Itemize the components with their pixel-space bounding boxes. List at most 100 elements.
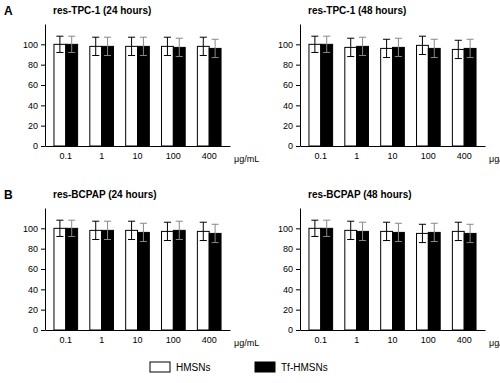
x-axis: 0.1110100400	[301, 330, 486, 345]
tick: 80	[28, 244, 45, 254]
tick-mark	[296, 269, 300, 270]
bar	[464, 233, 476, 330]
bar	[345, 230, 357, 330]
error-bar	[200, 222, 207, 240]
tick-mark	[296, 44, 300, 45]
error-bar	[92, 221, 99, 239]
error-bar	[68, 36, 75, 52]
axis-line	[45, 25, 46, 147]
tick-mark	[296, 330, 300, 331]
tick: 100	[421, 330, 436, 345]
bar	[209, 48, 221, 146]
tick: 1	[99, 330, 104, 345]
tick: 0	[33, 325, 45, 335]
error-bar	[164, 222, 171, 240]
tick-mark	[296, 310, 300, 311]
tick: 400	[202, 330, 217, 345]
tick: 0.1	[60, 330, 73, 345]
panel: 0204060801000.1110100400μg/mLres-TPC-1 (…	[278, 5, 500, 164]
axis-label: μg/mL	[489, 338, 500, 348]
tick-label: 60	[28, 264, 38, 274]
tick-label: 400	[457, 335, 472, 345]
tick-label: 60	[28, 80, 38, 90]
tick-mark	[41, 65, 45, 66]
tick-label: 10	[387, 335, 397, 345]
legend-label: HMSNs	[176, 362, 210, 373]
error-bar	[455, 40, 462, 58]
error-bar	[140, 223, 147, 241]
tick-label: 40	[283, 101, 293, 111]
error-bar	[56, 220, 63, 236]
tick-label: 100	[23, 224, 38, 234]
tick: 60	[28, 264, 45, 274]
error-bar	[323, 36, 330, 52]
error-bar	[467, 224, 474, 242]
bar	[357, 231, 369, 330]
marks	[309, 220, 476, 330]
tick-mark	[41, 249, 45, 250]
error-bar	[419, 224, 426, 242]
bar	[428, 48, 440, 146]
bar	[357, 46, 369, 146]
tick-mark	[41, 44, 45, 45]
tick-mark	[296, 146, 300, 147]
bar	[452, 49, 464, 146]
tick-mark	[41, 289, 45, 290]
error-bar	[212, 224, 219, 242]
tick-mark	[296, 85, 300, 86]
panel-label: B	[4, 188, 13, 202]
tick: 100	[166, 146, 181, 161]
tick-label: 0	[288, 325, 293, 335]
bar	[309, 228, 321, 330]
tick-label: 100	[166, 151, 181, 161]
axis-line	[300, 209, 301, 331]
error-bar	[419, 36, 426, 54]
error-bar	[56, 36, 63, 52]
bar	[54, 44, 66, 146]
bar	[173, 47, 185, 146]
axis-label: μg/mL	[234, 154, 259, 164]
bar	[464, 48, 476, 146]
error-bar	[431, 223, 438, 241]
tick: 1	[99, 146, 104, 161]
legend-label: Tf-HMSNs	[281, 362, 328, 373]
tick-label: 20	[283, 305, 293, 315]
bar	[197, 46, 209, 146]
bar	[321, 44, 333, 146]
bar	[126, 230, 138, 330]
bar	[452, 231, 464, 330]
tick: 20	[28, 121, 45, 131]
tick-label: 0.1	[315, 335, 328, 345]
y-axis: 020406080100	[23, 209, 46, 336]
tick: 0	[33, 141, 45, 151]
error-bar	[128, 37, 135, 55]
tick: 80	[283, 60, 300, 70]
bar	[321, 228, 333, 330]
tick: 40	[283, 285, 300, 295]
tick-label: 100	[23, 40, 38, 50]
bar	[66, 228, 78, 330]
title: res-BCPAP (24 hours)	[53, 189, 157, 200]
tick-label: 80	[283, 60, 293, 70]
title: res-TPC-1 (48 hours)	[308, 5, 406, 16]
tick: 10	[132, 146, 142, 161]
tick-label: 1	[354, 151, 359, 161]
tick-mark	[41, 85, 45, 86]
tick: 10	[132, 330, 142, 345]
error-bar	[164, 37, 171, 55]
tick-label: 0.1	[315, 151, 328, 161]
axis-line	[45, 209, 46, 331]
tick: 0.1	[315, 330, 328, 345]
tick-mark	[296, 126, 300, 127]
bar	[162, 46, 174, 146]
x-axis: 0.1110100400	[301, 146, 486, 161]
figure: 0204060801000.1110100400μg/mLres-TPC-1 (…	[0, 0, 500, 383]
tick-mark	[296, 289, 300, 290]
bar	[66, 44, 78, 146]
tick: 0.1	[60, 146, 73, 161]
error-bar	[200, 37, 207, 55]
tick-label: 0	[33, 141, 38, 151]
tick-label: 0	[33, 325, 38, 335]
panel: 0204060801000.1110100400μg/mLres-BCPAP (…	[23, 189, 259, 348]
bar	[102, 46, 114, 146]
